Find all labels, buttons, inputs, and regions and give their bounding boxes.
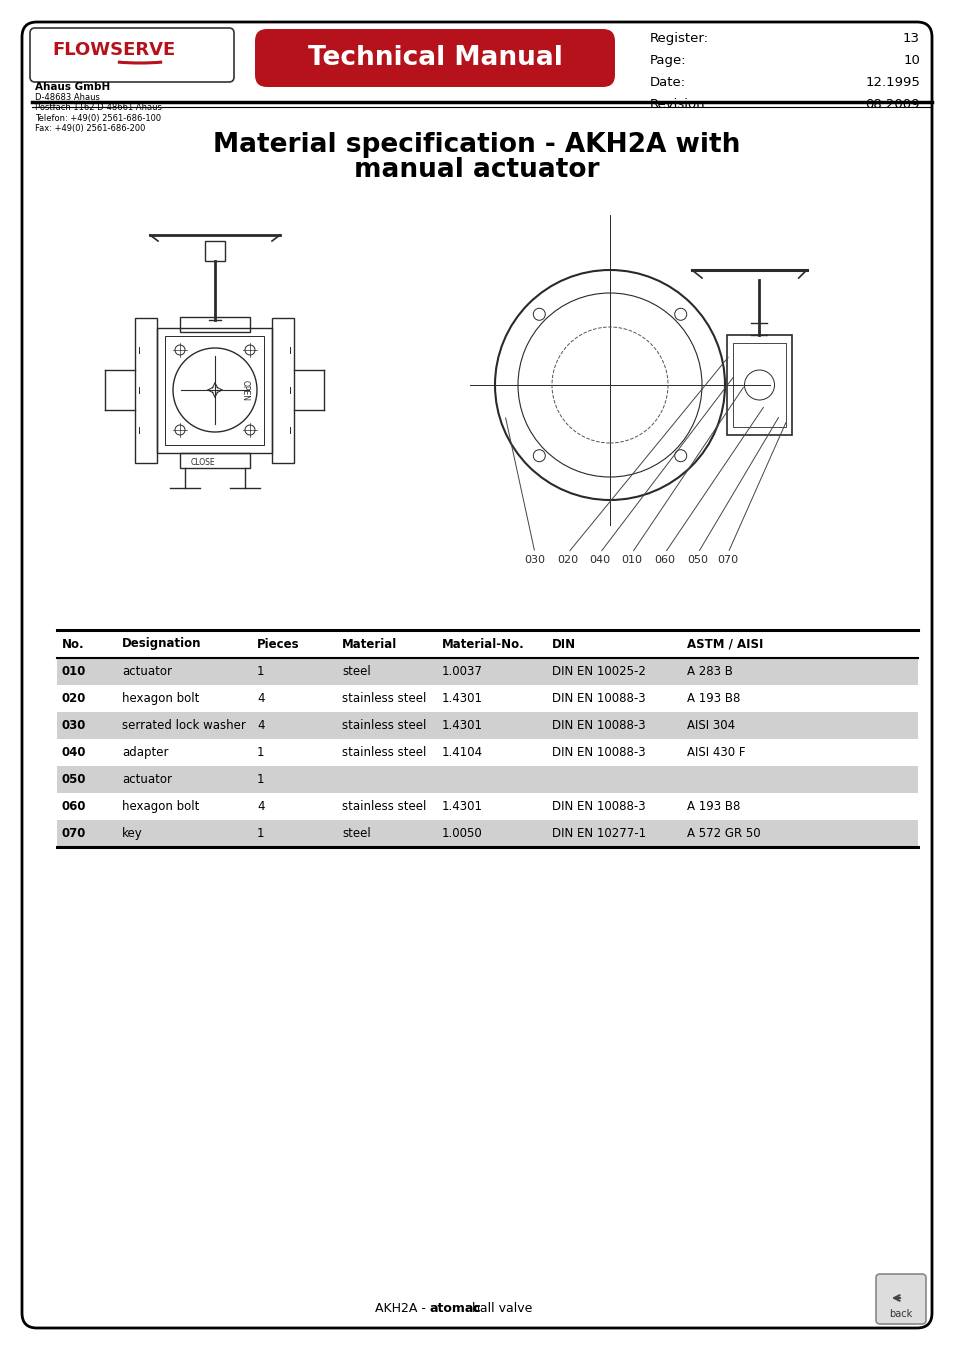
Text: stainless steel: stainless steel — [341, 801, 426, 813]
Text: 4: 4 — [256, 801, 264, 813]
Text: 040: 040 — [62, 747, 87, 759]
Text: adapter: adapter — [122, 747, 169, 759]
Text: 1.0050: 1.0050 — [441, 828, 482, 840]
Bar — [180, 452, 250, 467]
Text: 1: 1 — [256, 828, 264, 840]
Text: 10: 10 — [902, 54, 919, 68]
Text: 12.1995: 12.1995 — [864, 76, 919, 89]
Text: hexagon bolt: hexagon bolt — [122, 693, 199, 705]
Text: OPEN: OPEN — [240, 379, 250, 401]
Text: back: back — [888, 1310, 912, 1319]
Text: 010: 010 — [62, 666, 87, 678]
FancyBboxPatch shape — [254, 28, 615, 86]
Text: hexagon bolt: hexagon bolt — [122, 801, 199, 813]
Bar — [205, 242, 225, 261]
Bar — [157, 328, 273, 452]
Text: ball valve: ball valve — [468, 1301, 532, 1315]
Bar — [135, 317, 157, 463]
Text: Page:: Page: — [649, 54, 686, 68]
Text: Designation: Designation — [122, 637, 201, 651]
Text: 060: 060 — [654, 555, 675, 566]
Text: DIN EN 10088-3: DIN EN 10088-3 — [552, 720, 645, 732]
Text: 020: 020 — [557, 555, 578, 566]
Text: AKH2A -: AKH2A - — [375, 1301, 430, 1315]
Text: 060: 060 — [62, 801, 87, 813]
Text: atomac: atomac — [430, 1301, 481, 1315]
Text: Postfach 1162 D-48661 Ahaus: Postfach 1162 D-48661 Ahaus — [35, 104, 162, 112]
Text: 040: 040 — [589, 555, 610, 566]
Bar — [165, 336, 264, 444]
Text: 030: 030 — [62, 720, 87, 732]
Text: 1.4301: 1.4301 — [441, 720, 482, 732]
Text: DIN EN 10088-3: DIN EN 10088-3 — [552, 693, 645, 705]
Text: 1: 1 — [256, 747, 264, 759]
FancyBboxPatch shape — [875, 1274, 925, 1324]
Text: stainless steel: stainless steel — [341, 747, 426, 759]
Text: Register:: Register: — [649, 32, 708, 45]
FancyBboxPatch shape — [30, 28, 233, 82]
Bar — [180, 317, 250, 332]
Text: 030: 030 — [524, 555, 545, 566]
Text: 1: 1 — [256, 666, 264, 678]
Text: A 193 B8: A 193 B8 — [686, 693, 740, 705]
Bar — [57, 711, 917, 738]
Text: 1.4301: 1.4301 — [441, 693, 482, 705]
Text: 010: 010 — [620, 555, 641, 566]
Text: steel: steel — [341, 666, 371, 678]
Bar — [57, 765, 917, 792]
Text: steel: steel — [341, 828, 371, 840]
Text: A 283 B: A 283 B — [686, 666, 732, 678]
Bar — [273, 317, 294, 463]
Text: stainless steel: stainless steel — [341, 693, 426, 705]
Text: AISI 430 F: AISI 430 F — [686, 747, 744, 759]
Text: Ahaus GmbH: Ahaus GmbH — [35, 82, 111, 92]
Text: manual actuator: manual actuator — [354, 157, 599, 184]
Text: 1.0037: 1.0037 — [441, 666, 482, 678]
Text: ASTM / AISI: ASTM / AISI — [686, 637, 762, 651]
Text: Date:: Date: — [649, 76, 685, 89]
Text: DIN EN 10277-1: DIN EN 10277-1 — [552, 828, 645, 840]
Text: 070: 070 — [62, 828, 87, 840]
FancyBboxPatch shape — [22, 22, 931, 1328]
Text: FLOWSERVE: FLOWSERVE — [52, 40, 175, 59]
Text: Pieces: Pieces — [256, 637, 299, 651]
Text: A 193 B8: A 193 B8 — [686, 801, 740, 813]
Text: Material-No.: Material-No. — [441, 637, 524, 651]
Text: 08.2009: 08.2009 — [864, 99, 919, 111]
Text: Material: Material — [341, 637, 396, 651]
Bar — [726, 335, 791, 435]
Text: DIN EN 10088-3: DIN EN 10088-3 — [552, 747, 645, 759]
Text: serrated lock washer: serrated lock washer — [122, 720, 246, 732]
Text: DIN EN 10088-3: DIN EN 10088-3 — [552, 801, 645, 813]
Text: D-48683 Ahaus: D-48683 Ahaus — [35, 93, 100, 103]
Text: Material specification - AKH2A with: Material specification - AKH2A with — [213, 132, 740, 158]
Text: 1.4301: 1.4301 — [441, 801, 482, 813]
Text: DIN: DIN — [552, 637, 576, 651]
Text: 1.4104: 1.4104 — [441, 747, 482, 759]
Text: A 572 GR 50: A 572 GR 50 — [686, 828, 760, 840]
Text: 1: 1 — [256, 774, 264, 786]
Text: 4: 4 — [256, 720, 264, 732]
Text: 4: 4 — [256, 693, 264, 705]
Bar — [57, 657, 917, 684]
Text: 070: 070 — [717, 555, 738, 566]
Text: actuator: actuator — [122, 774, 172, 786]
Text: 13: 13 — [902, 32, 919, 45]
Text: 020: 020 — [62, 693, 87, 705]
Text: No.: No. — [62, 637, 85, 651]
Text: Revision:: Revision: — [649, 99, 709, 111]
Text: 050: 050 — [687, 555, 708, 566]
Text: stainless steel: stainless steel — [341, 720, 426, 732]
Text: DIN EN 10025-2: DIN EN 10025-2 — [552, 666, 645, 678]
Text: key: key — [122, 828, 143, 840]
Text: CLOSE: CLOSE — [191, 458, 215, 467]
Text: Fax: +49(0) 2561-686-200: Fax: +49(0) 2561-686-200 — [35, 124, 145, 134]
Bar — [57, 819, 917, 846]
Text: Telefon: +49(0) 2561-686-100: Telefon: +49(0) 2561-686-100 — [35, 113, 161, 123]
Text: 050: 050 — [62, 774, 87, 786]
Text: Technical Manual: Technical Manual — [307, 45, 562, 72]
Text: actuator: actuator — [122, 666, 172, 678]
Text: AISI 304: AISI 304 — [686, 720, 735, 732]
Bar — [732, 343, 785, 427]
